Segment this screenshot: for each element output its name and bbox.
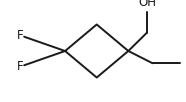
Text: OH: OH [138,0,156,9]
Text: F: F [17,60,23,73]
Text: F: F [17,29,23,42]
